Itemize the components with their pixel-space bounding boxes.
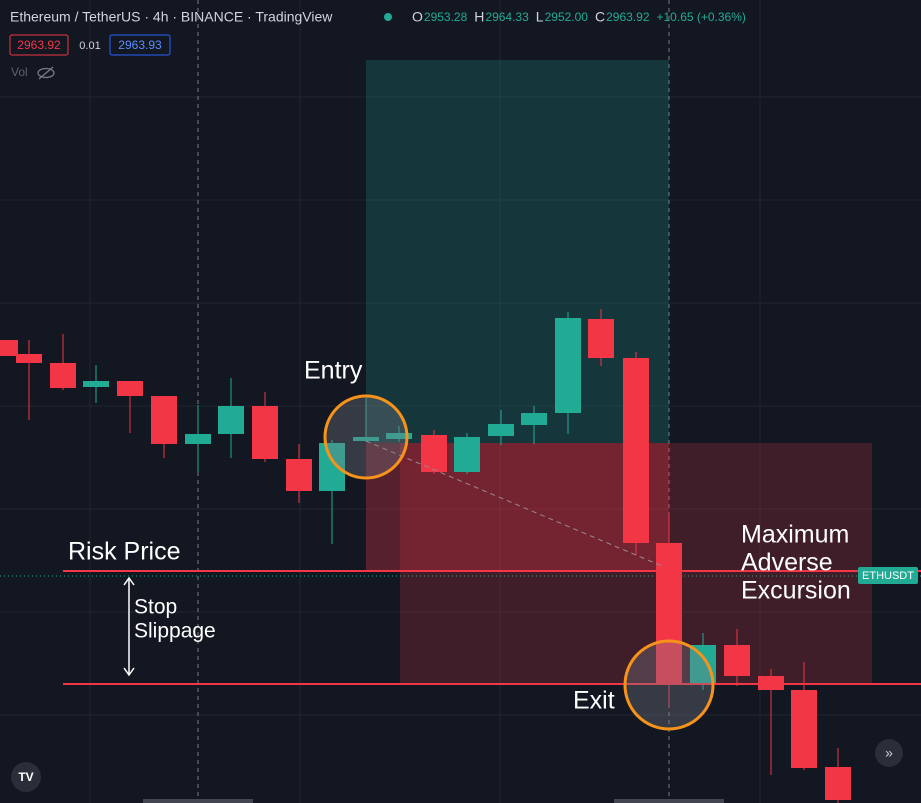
logo[interactable] <box>11 762 41 792</box>
candle-body <box>724 645 750 676</box>
mae-label: Adverse <box>741 549 833 577</box>
candle-body <box>791 690 817 768</box>
candle-body <box>185 434 211 444</box>
candle-body <box>656 543 682 684</box>
candle-body <box>151 396 177 444</box>
candle-body <box>825 767 851 800</box>
symbol-tag <box>858 567 918 584</box>
entry-marker <box>323 394 409 480</box>
scrollbar[interactable] <box>614 799 724 803</box>
mae-label: Excursion <box>741 577 851 605</box>
scrollbar[interactable] <box>143 799 253 803</box>
candle-body <box>521 413 547 425</box>
ohlc-value: 2952.00 <box>545 10 589 24</box>
hide-volume-icon[interactable] <box>37 66 55 80</box>
ask: 2963.93 <box>118 38 162 52</box>
market-status <box>384 13 392 21</box>
candle-body <box>623 358 649 543</box>
stop-label: Stop <box>134 596 177 619</box>
candle-body <box>588 319 614 358</box>
bid: 2963.92 <box>17 38 61 52</box>
target-zone <box>366 60 669 443</box>
ohlc-value: 2953.28 <box>424 10 468 24</box>
ohlc-value: 2963.92 <box>606 10 650 24</box>
ohlc-change: +10.65 (+0.36%) <box>657 10 746 24</box>
candle-body <box>488 424 514 436</box>
scroll-icon: » <box>885 745 893 761</box>
exit-marker <box>623 639 715 731</box>
candle-body <box>117 381 143 396</box>
candle-body <box>218 406 244 434</box>
slippage-arrow <box>123 576 135 677</box>
candle-body <box>83 381 109 387</box>
exit-label: Exit <box>573 687 615 715</box>
entry-label: Entry <box>304 357 363 385</box>
candle-body <box>555 318 581 413</box>
ask-box[interactable] <box>109 34 171 56</box>
candle-body <box>454 437 480 472</box>
chart-title: Ethereum / TetherUS · 4h · BINANCE · Tra… <box>10 9 333 25</box>
slippage-label: Slippage <box>134 620 216 643</box>
candle-body <box>0 340 18 356</box>
scroll-button[interactable] <box>875 739 903 767</box>
candles <box>0 309 851 803</box>
volume-label: Vol <box>11 65 28 79</box>
ohlc-key: L <box>536 9 544 25</box>
ohlc: O 2953.28 H 2964.33 L 2952.00 C 2963.92 +10.65 (… <box>412 9 746 25</box>
candle-body <box>16 354 42 363</box>
candle-body <box>353 437 379 441</box>
stop-zone <box>366 443 669 571</box>
risk-price-label: Risk Price <box>68 538 181 566</box>
ohlc-key: O <box>412 9 423 25</box>
ohlc-key: H <box>474 9 484 25</box>
candle-body <box>319 443 345 491</box>
candle-body <box>286 459 312 491</box>
candle-body <box>252 406 278 459</box>
ohlc-value: 2964.33 <box>485 10 529 24</box>
candle-body <box>386 433 412 439</box>
candle-body <box>421 435 447 472</box>
bid-box[interactable] <box>9 34 69 56</box>
logo-mark: TV <box>18 770 33 784</box>
symbol-tag-text: ETHUSDT <box>862 570 914 582</box>
ohlc-key: C <box>595 9 605 25</box>
spread: 0.01 <box>79 40 100 52</box>
mae-label: Maximum <box>741 521 849 549</box>
candle-body <box>50 363 76 388</box>
